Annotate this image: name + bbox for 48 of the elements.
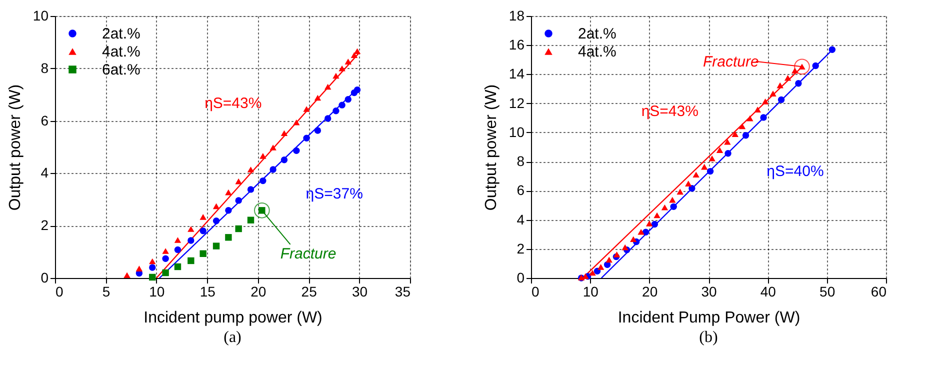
- x-tick-label: 25: [301, 284, 318, 300]
- annotation: Fracture: [702, 53, 759, 70]
- y-tick-label: 10: [508, 124, 525, 140]
- x-tick-label: 30: [701, 284, 717, 300]
- y-tick-label: 0: [40, 270, 49, 286]
- y-axis-title: Output power (W): [482, 84, 500, 211]
- legend-label: 2at.%: [102, 26, 140, 42]
- text: (a): [224, 329, 242, 346]
- y-tick-label: 0: [516, 270, 525, 286]
- y-tick-label: 16: [508, 36, 525, 53]
- x-tick-label: 10: [582, 284, 599, 300]
- legend-label: 2at.%: [578, 26, 616, 42]
- x-tick-label: 20: [642, 284, 658, 300]
- y-tick-label: 2: [516, 240, 525, 256]
- annotation: ηS=43%: [641, 102, 698, 120]
- text: (b): [699, 329, 718, 346]
- x-tick-label: 35: [394, 284, 411, 300]
- x-tick-label: 50: [820, 284, 836, 300]
- y-tick-label: 14: [508, 66, 525, 82]
- annotation: Fracture: [280, 245, 336, 262]
- x-tick-label: 15: [200, 284, 216, 300]
- annotation: ηS=37%: [306, 185, 363, 202]
- x-axis-title: Incident pump power (W): [144, 310, 322, 326]
- y-tick-label: 10: [32, 8, 49, 24]
- annotation: ηS=40%: [766, 162, 824, 180]
- x-tick-label: 5: [102, 284, 110, 300]
- y-tick-label: 12: [508, 94, 525, 111]
- annotation: ηS=43%: [204, 94, 262, 112]
- x-tick-label: 0: [56, 284, 64, 300]
- y-tick-label: 2: [40, 217, 49, 234]
- y-tick-label: 6: [40, 112, 49, 128]
- x-tick-label: 10: [149, 284, 165, 300]
- x-tick-label: 30: [352, 284, 368, 300]
- legend-label: 4at.%: [578, 44, 616, 60]
- x-tick-label: 60: [870, 284, 887, 300]
- legend-label: 6at.%: [102, 62, 140, 78]
- legend-label: 4at.%: [102, 44, 140, 60]
- x-axis-title: Incident Pump Power (W): [618, 310, 800, 326]
- x-tick-label: 0: [532, 284, 540, 300]
- y-tick-label: 4: [516, 211, 525, 228]
- x-tick-label: 20: [250, 284, 266, 300]
- y-axis-title: Output power (W): [6, 84, 24, 211]
- y-tick-label: 8: [40, 60, 49, 76]
- y-tick-label: 6: [516, 182, 525, 198]
- x-tick-label: 40: [760, 284, 776, 300]
- y-tick-label: 18: [508, 8, 525, 24]
- y-tick-label: 4: [40, 164, 49, 181]
- y-tick-label: 8: [516, 153, 525, 170]
